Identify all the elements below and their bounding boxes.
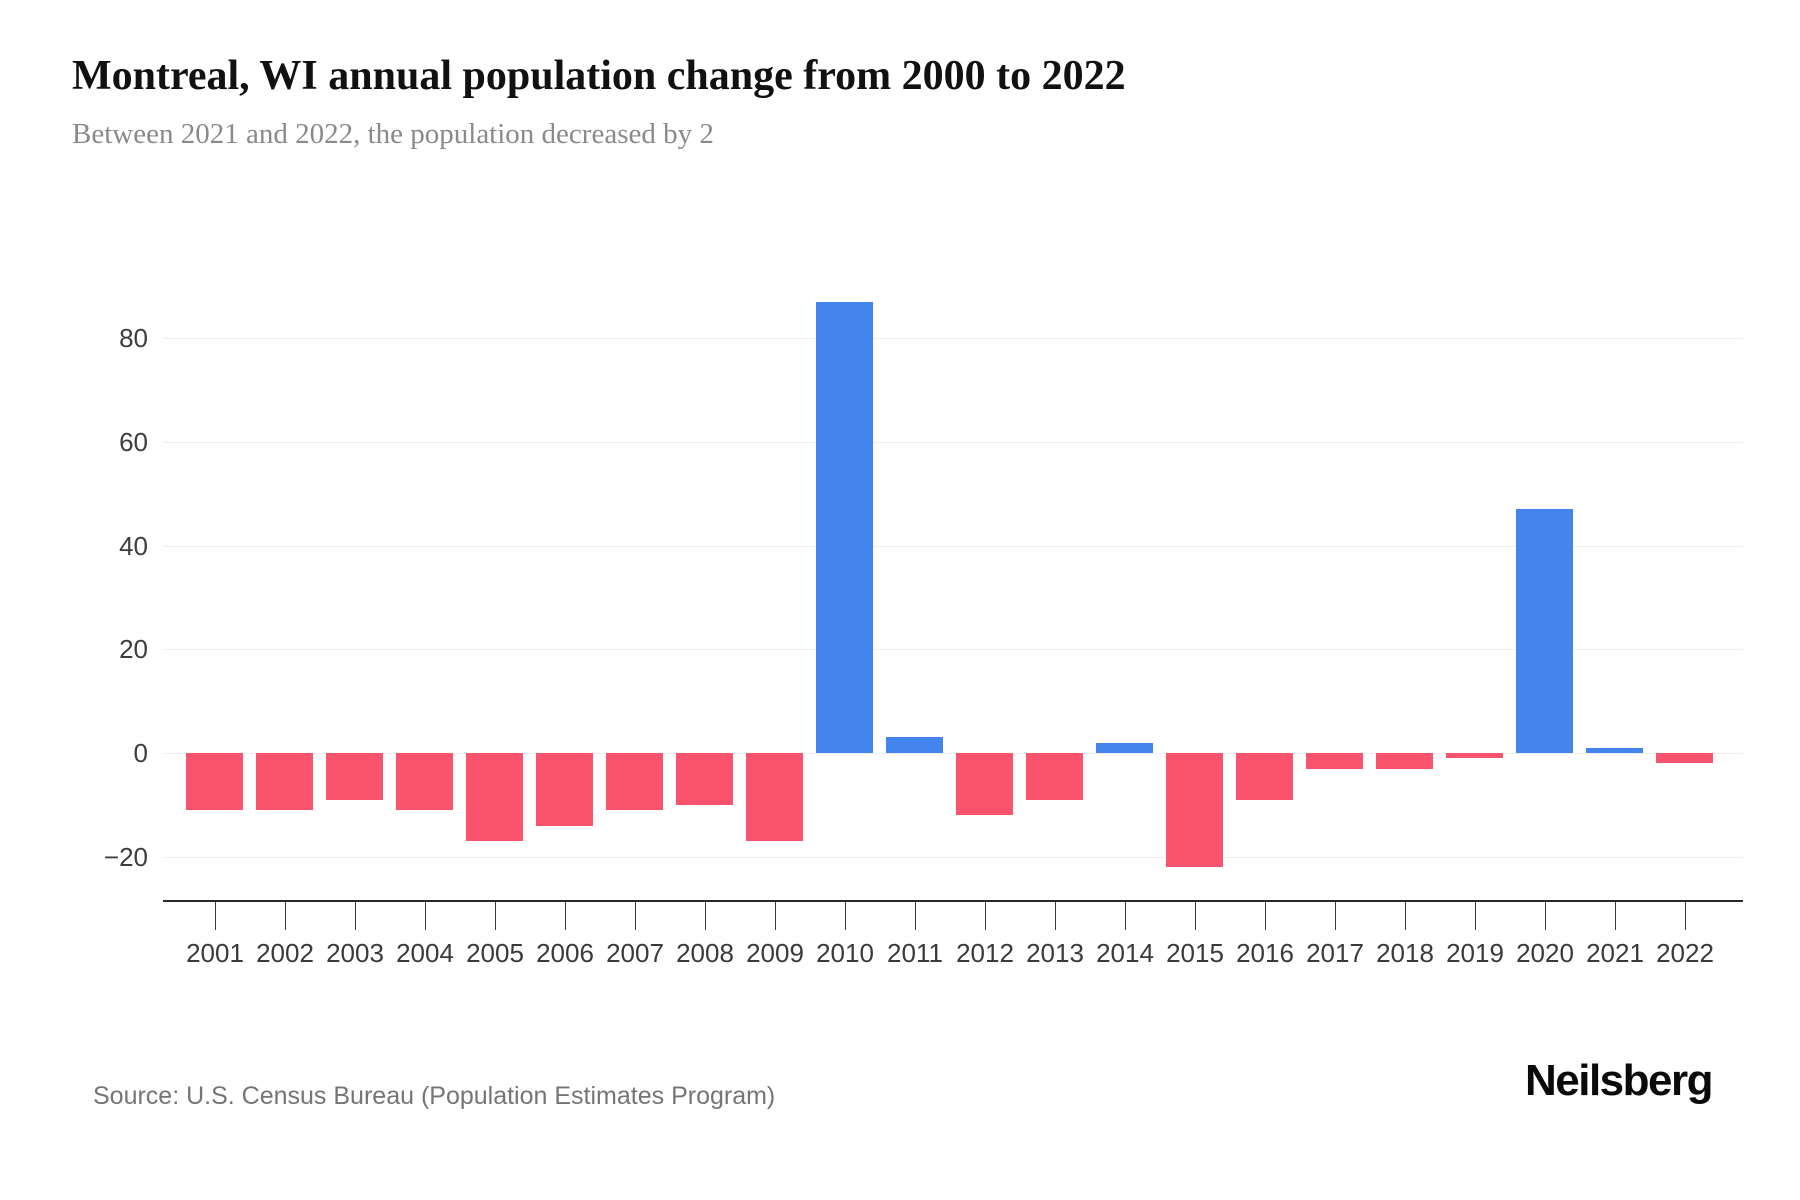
x-axis-tick: [1125, 902, 1126, 930]
bar-2019[interactable]: [1446, 753, 1503, 758]
bar-2020[interactable]: [1516, 509, 1573, 753]
x-axis-tick: [565, 902, 566, 930]
x-axis-tick: [1265, 902, 1266, 930]
bar-2017[interactable]: [1306, 753, 1363, 769]
bar-2012[interactable]: [956, 753, 1013, 815]
bar-2002[interactable]: [256, 753, 313, 810]
bar-2014[interactable]: [1096, 743, 1153, 753]
x-axis-tick: [635, 902, 636, 930]
x-axis-tick: [425, 902, 426, 930]
gridline-y0: [163, 753, 1743, 754]
x-axis-tick: [1405, 902, 1406, 930]
bar-2022[interactable]: [1656, 753, 1713, 763]
x-axis-tick: [1545, 902, 1546, 930]
bar-2007[interactable]: [606, 753, 663, 810]
x-axis-tick: [1195, 902, 1196, 930]
x-axis-tick-label: 2010: [816, 938, 874, 968]
bar-2006[interactable]: [536, 753, 593, 826]
y-axis-tick-label: 40: [119, 531, 148, 561]
x-axis-tick: [705, 902, 706, 930]
x-axis-tick-label: 2005: [466, 938, 524, 968]
x-axis-tick: [915, 902, 916, 930]
y-axis-tick-label: 0: [133, 738, 148, 768]
bar-2016[interactable]: [1236, 753, 1293, 800]
bar-2021[interactable]: [1586, 748, 1643, 753]
x-axis-tick-label: 2009: [746, 938, 804, 968]
bar-2001[interactable]: [186, 753, 243, 810]
x-axis-tick: [285, 902, 286, 930]
bar-2003[interactable]: [326, 753, 383, 800]
x-axis-tick-label: 2014: [1096, 938, 1154, 968]
x-axis-tick-label: 2006: [536, 938, 594, 968]
x-axis-tick: [845, 902, 846, 930]
gridline-y-20: [163, 857, 1743, 858]
x-axis-tick-label: 2011: [887, 938, 943, 968]
x-axis-tick-label: 2013: [1026, 938, 1084, 968]
x-axis-tick-label: 2015: [1166, 938, 1224, 968]
y-axis-tick-label: −20: [103, 842, 148, 872]
gridline-y60: [163, 442, 1743, 443]
x-axis-tick-label: 2002: [256, 938, 314, 968]
x-axis-line: [163, 900, 1743, 902]
y-axis-tick-label: 80: [119, 323, 148, 353]
x-axis-tick-label: 2022: [1656, 938, 1714, 968]
x-axis-tick-label: 2019: [1446, 938, 1504, 968]
x-axis-tick-label: 2018: [1376, 938, 1434, 968]
bar-2011[interactable]: [886, 737, 943, 753]
bar-2005[interactable]: [466, 753, 523, 841]
bar-2018[interactable]: [1376, 753, 1433, 769]
x-axis-tick-label: 2001: [186, 938, 244, 968]
x-axis-tick: [1685, 902, 1686, 930]
brand-logo: Neilsberg: [1524, 1056, 1714, 1105]
x-axis-tick: [985, 902, 986, 930]
x-axis-tick: [215, 902, 216, 930]
bar-2013[interactable]: [1026, 753, 1083, 800]
x-axis-tick-label: 2004: [396, 938, 454, 968]
x-axis-tick: [495, 902, 496, 930]
source-note: Source: U.S. Census Bureau (Population E…: [93, 1082, 776, 1110]
x-axis-tick: [1475, 902, 1476, 930]
x-axis-tick-label: 2007: [606, 938, 664, 968]
x-axis-tick-label: 2017: [1306, 938, 1364, 968]
x-axis-tick: [1615, 902, 1616, 930]
bar-2009[interactable]: [746, 753, 803, 841]
gridline-y80: [163, 338, 1743, 339]
x-axis-tick: [775, 902, 776, 930]
x-axis-tick-label: 2016: [1236, 938, 1294, 968]
bar-2008[interactable]: [676, 753, 733, 805]
bar-2010[interactable]: [816, 302, 873, 753]
x-axis-tick-label: 2003: [326, 938, 384, 968]
x-axis-tick-label: 2020: [1516, 938, 1574, 968]
y-axis-tick-label: 60: [119, 427, 148, 457]
chart-title: Montreal, WI annual population change fr…: [72, 53, 1126, 99]
chart-subtitle: Between 2021 and 2022, the population de…: [72, 118, 714, 150]
bar-2004[interactable]: [396, 753, 453, 810]
x-axis-tick-label: 2021: [1586, 938, 1644, 968]
gridline-y20: [163, 649, 1743, 650]
x-axis-tick: [355, 902, 356, 930]
bar-2015[interactable]: [1166, 753, 1223, 867]
y-axis-tick-label: 20: [119, 634, 148, 664]
x-axis-tick-label: 2008: [676, 938, 734, 968]
x-axis-tick: [1335, 902, 1336, 930]
x-axis-tick: [1055, 902, 1056, 930]
x-axis-tick-label: 2012: [956, 938, 1014, 968]
gridline-y40: [163, 546, 1743, 547]
